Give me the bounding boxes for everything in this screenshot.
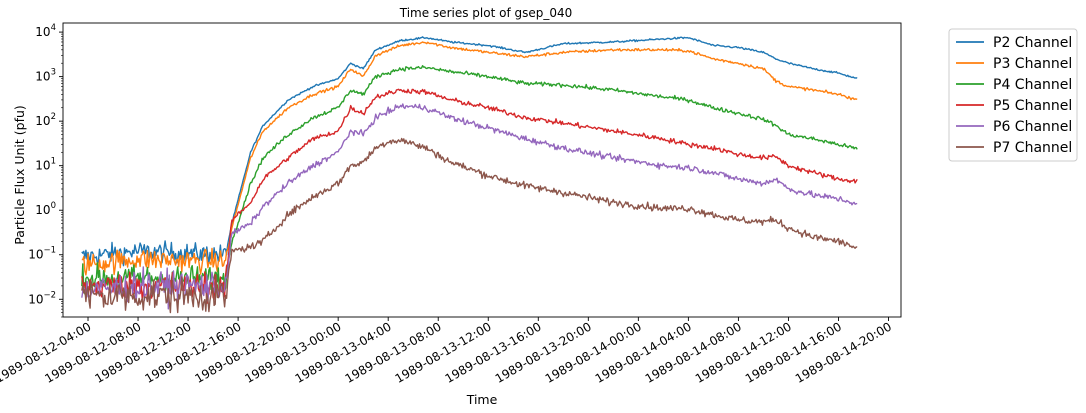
legend-label: P4 Channel: [993, 77, 1072, 93]
y-tick-label: 100: [35, 201, 56, 217]
legend-label: P5 Channel: [993, 98, 1072, 114]
y-tick-label: 103: [35, 68, 56, 84]
y-tick-label: 101: [35, 157, 56, 173]
y-tick-label: 102: [35, 112, 56, 128]
legend-box: [948, 28, 1078, 162]
y-tick-label: 104: [35, 23, 56, 39]
y-tick-label: 10−1: [28, 246, 56, 262]
legend-label: P2 Channel: [993, 35, 1072, 51]
y-tick-label: 10−2: [28, 290, 56, 306]
series-line-p3: [81, 41, 858, 276]
series-line-p6: [81, 103, 858, 310]
series-line-p7: [81, 137, 858, 314]
y-axis-title: Particle Flux Unit (pfu): [12, 105, 27, 245]
series-layer: [81, 36, 858, 314]
legend-label: P3 Channel: [993, 56, 1072, 72]
x-axis-title: Time: [466, 392, 498, 407]
chart-title: Time series plot of gsep_040: [399, 6, 573, 20]
series-line-p5: [81, 88, 858, 304]
legend: P2 Channel P3 Channel P4 Channel P5 Channel…: [948, 28, 1078, 162]
legend-label: P6 Channel: [993, 119, 1072, 135]
y-axis: 10−2 10−1 100 101 102 103 104: [28, 23, 63, 318]
legend-label: P7 Channel: [993, 140, 1072, 156]
series-line-p4: [81, 65, 858, 295]
